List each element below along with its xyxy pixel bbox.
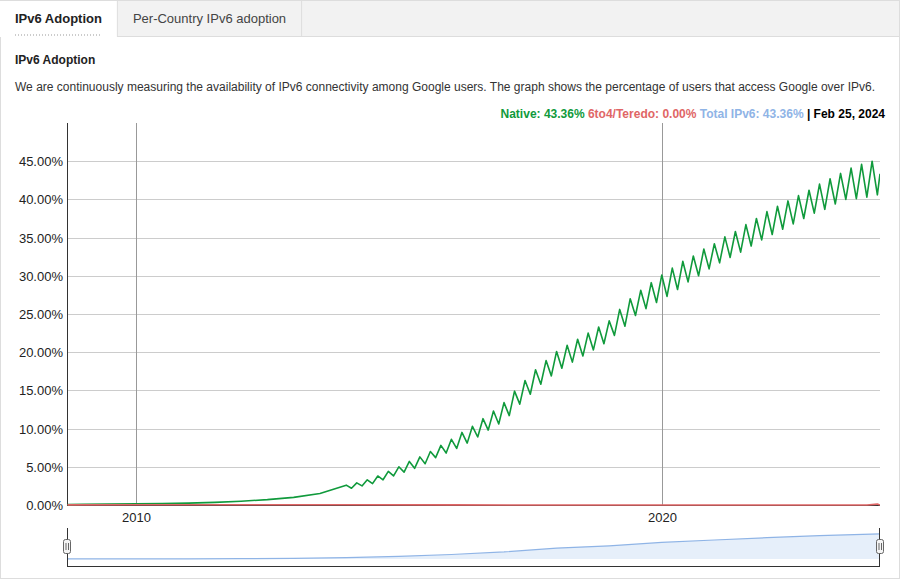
navigator-handle[interactable]	[877, 540, 884, 554]
y-axis	[67, 123, 68, 505]
y-tick-label: 5.00%	[26, 460, 63, 475]
legend: Native: 43.36% 6to4/Teredo: 0.00% Total …	[501, 107, 886, 121]
tab[interactable]: Per-Country IPv6 adoption	[118, 1, 302, 36]
handle-grip	[879, 543, 880, 550]
x-grid-line	[136, 123, 137, 505]
handle-grip	[68, 543, 69, 550]
y-grid-line	[67, 238, 880, 239]
y-tick-label: 0.00%	[26, 498, 63, 513]
navigator-line	[68, 534, 880, 559]
navigator-area	[68, 534, 880, 559]
tab-background[interactable]	[118, 1, 301, 36]
x-grid-line	[662, 123, 663, 505]
tab-bar	[1, 1, 899, 36]
description: We are continuously measuring the availa…	[15, 80, 875, 94]
tab-background[interactable]	[0, 1, 117, 37]
y-tick-label: 35.00%	[19, 231, 64, 246]
y-tick-label: 25.00%	[19, 307, 64, 322]
series-line	[68, 503, 880, 506]
y-tick-label: 45.00%	[19, 154, 64, 169]
series-line	[68, 161, 880, 504]
legend-entry: 6to4/Teredo: 0.00%	[588, 107, 697, 121]
legend-entry: Native: 43.36%	[501, 107, 585, 121]
chart-root: IPv6 Adoption Per-Country IPv6 adoption IP…	[0, 0, 900, 579]
x-axis	[67, 505, 880, 506]
tab-divider	[117, 1, 118, 36]
heading: IPv6 Adoption	[15, 53, 95, 67]
y-grid-line	[67, 390, 880, 391]
x-tick-label: 2020	[648, 510, 677, 525]
x-tick-label: 2010	[122, 510, 151, 525]
y-grid-line	[67, 161, 880, 162]
handle-grip	[66, 543, 67, 550]
legend-entry: Total IPv6: 43.36%	[700, 107, 804, 121]
tab-underline	[15, 35, 102, 36]
tab-divider	[301, 1, 302, 36]
y-grid-line	[67, 276, 880, 277]
legend-date: | Feb 25, 2024	[807, 107, 885, 121]
y-tick-label: 15.00%	[19, 383, 64, 398]
y-grid-line	[67, 314, 880, 315]
tab[interactable]: IPv6 Adoption	[0, 1, 117, 37]
y-grid-line	[67, 352, 880, 353]
navigator	[68, 534, 880, 559]
page-frame	[1, 1, 900, 579]
tab-label[interactable]: Per-Country IPv6 adoption	[133, 11, 286, 26]
y-tick-label: 40.00%	[19, 192, 64, 207]
y-tick-label: 20.00%	[19, 345, 64, 360]
handle-grip	[881, 543, 882, 550]
handle-body[interactable]	[64, 540, 71, 554]
handle-body[interactable]	[877, 540, 884, 554]
y-grid-line	[67, 505, 880, 506]
y-grid-line	[67, 199, 880, 200]
y-tick-label: 10.00%	[19, 422, 64, 437]
navigator-bottom	[67, 566, 880, 567]
navigator-handle[interactable]	[64, 540, 71, 554]
tab-bar-border	[1, 36, 899, 37]
y-grid-line	[67, 467, 880, 468]
y-tick-label: 30.00%	[19, 269, 64, 284]
tab-label[interactable]: IPv6 Adoption	[15, 11, 102, 26]
plot-area	[68, 161, 880, 505]
